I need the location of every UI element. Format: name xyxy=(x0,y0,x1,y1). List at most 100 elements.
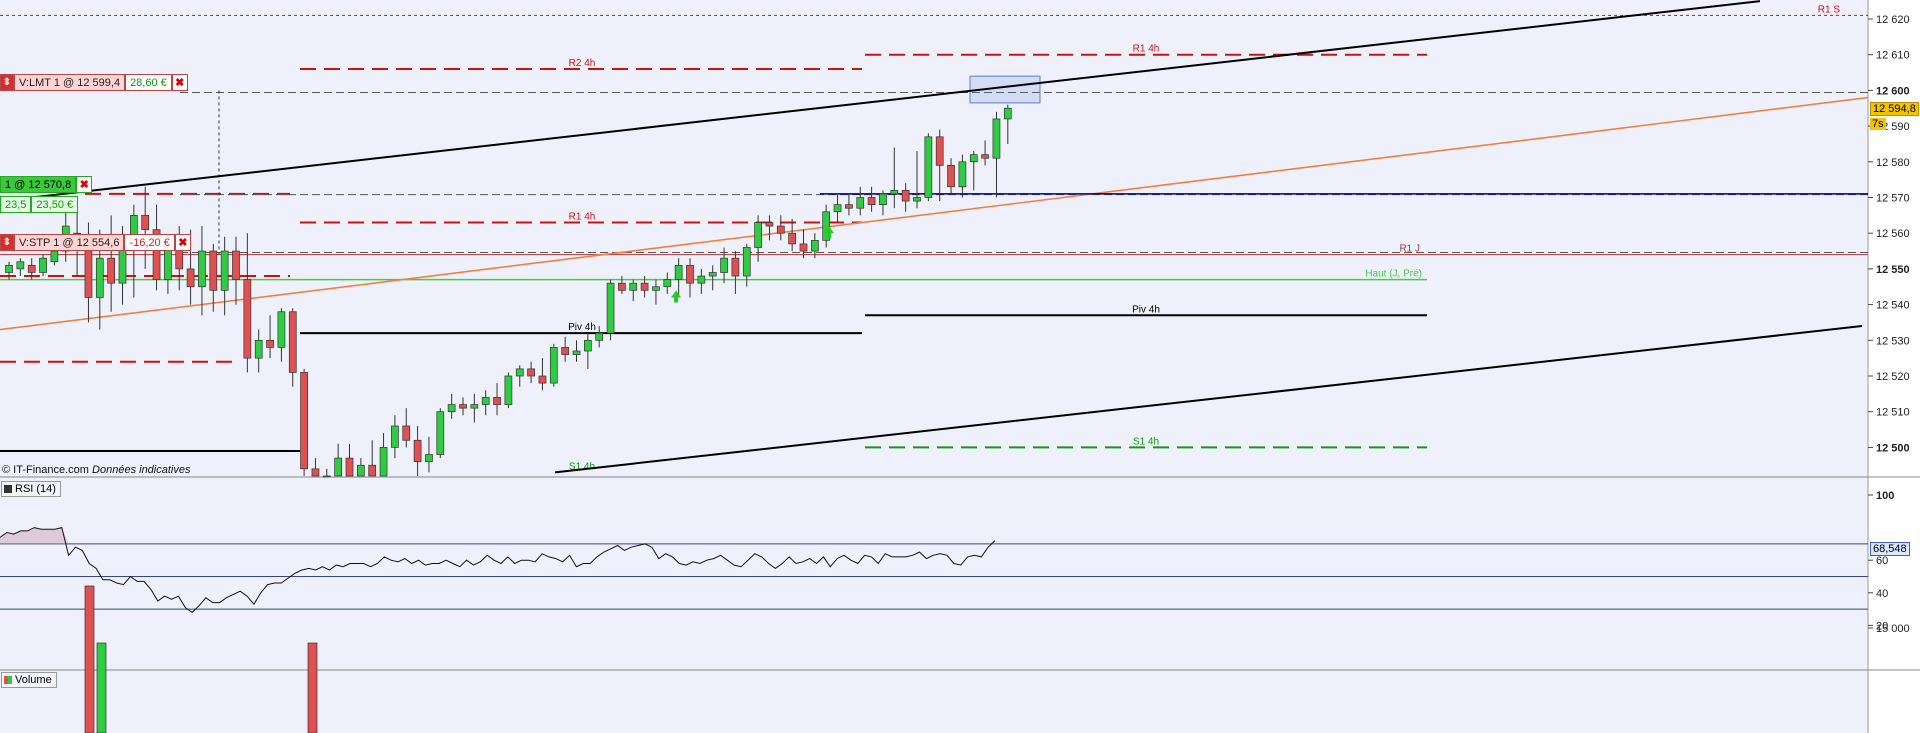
level-label: S1 4h xyxy=(1133,436,1159,447)
level-label: R1 S xyxy=(1818,4,1841,15)
candle-body xyxy=(527,368,535,377)
candle-body xyxy=(84,243,93,298)
price-tick-label: 12 540 xyxy=(1876,300,1910,312)
candle-body xyxy=(879,193,887,205)
lower-trend-line xyxy=(554,325,1863,474)
candle-body xyxy=(788,232,797,245)
position-order[interactable]: 1 @ 12 570,8 ✖ xyxy=(0,176,93,193)
price-tick-label: 12 550 xyxy=(1876,264,1910,276)
candle-body xyxy=(992,118,1001,159)
candle-body xyxy=(583,339,592,352)
candle-body xyxy=(379,447,388,477)
candle-body xyxy=(958,161,967,188)
close-position-icon[interactable]: ✖ xyxy=(76,176,93,193)
position-pnl-points: 23,5 xyxy=(0,196,32,213)
candle-body xyxy=(27,264,36,273)
candle-body xyxy=(50,250,59,263)
volume-panel-background xyxy=(0,670,1868,733)
candle-body xyxy=(810,239,819,252)
price-tick-label: 12 570 xyxy=(1876,193,1910,205)
sell-stop-order[interactable]: ⇕ V:STP 1 @ 12 554,6 -16,20 € ✖ xyxy=(0,234,191,251)
candle-body xyxy=(947,165,955,188)
candle-body xyxy=(334,457,342,477)
copyright-notice: © IT-Finance.com Données indicatives xyxy=(2,464,190,476)
cancel-order-icon[interactable]: ✖ xyxy=(171,74,188,91)
candle-body xyxy=(209,250,218,291)
candle-body xyxy=(232,250,240,280)
volume-panel-label[interactable]: Volume xyxy=(1,672,57,688)
candle-body xyxy=(266,339,274,348)
selection-zone xyxy=(969,75,1041,104)
candle-body xyxy=(754,222,762,248)
candle-body xyxy=(164,247,172,280)
candle-body xyxy=(152,229,161,280)
rsi-tick-label: 20 xyxy=(1876,620,1888,632)
candle-body xyxy=(322,475,331,478)
candle-body xyxy=(935,136,944,166)
candle-body xyxy=(799,243,808,252)
candle-body xyxy=(731,257,740,277)
candle-body xyxy=(867,197,876,205)
price-tick-label: 12 600 xyxy=(1876,85,1910,97)
price-tick-label: 12 500 xyxy=(1876,442,1910,454)
level-label: R1 4h xyxy=(569,211,596,222)
sell-stop-order-pnl: -16,20 € xyxy=(124,234,175,251)
cancel-order-icon[interactable]: ✖ xyxy=(174,234,191,251)
candle-body xyxy=(969,154,978,163)
candle-body xyxy=(981,154,989,159)
level-label: S1 4h xyxy=(569,461,595,472)
rsi-tick-label: 60 xyxy=(1876,555,1888,567)
candle-body xyxy=(595,332,604,341)
drag-handle-icon[interactable]: ⇕ xyxy=(0,74,14,91)
price-tick-label: 12 620 xyxy=(1876,14,1910,26)
candle-body xyxy=(447,404,456,413)
level-label: R2 4h xyxy=(569,58,596,69)
candle-body xyxy=(402,425,411,441)
volume-tick-label: 15 000 xyxy=(1876,623,1910,635)
volume-bar xyxy=(307,642,318,733)
level-label: R1 J xyxy=(1399,244,1420,255)
candle-body xyxy=(493,397,501,405)
candle-body xyxy=(95,257,104,298)
candle-body xyxy=(470,404,479,409)
price-tick-label: 12 520 xyxy=(1876,371,1910,383)
level-label: R1 4h xyxy=(1133,44,1160,55)
candle-body xyxy=(890,190,899,195)
candle-body xyxy=(822,211,831,241)
buy-signal-arrow-icon xyxy=(824,226,834,239)
drag-handle-icon[interactable]: ⇕ xyxy=(0,234,14,251)
candle-body xyxy=(901,190,910,202)
candle-body xyxy=(141,215,150,230)
buy-signal-arrow-icon xyxy=(671,290,681,303)
price-tick-label: 12 610 xyxy=(1876,50,1910,62)
candle-body xyxy=(833,204,842,213)
price-tick-label: 12 530 xyxy=(1876,335,1910,347)
disclaimer-text: Données indicatives xyxy=(92,464,191,476)
candle-body xyxy=(663,279,672,288)
rsi-last-value-badge: 68,548 xyxy=(1870,542,1910,556)
candle-countdown-badge: 7s xyxy=(1870,118,1886,130)
position-pnl-euros: 23,50 € xyxy=(31,196,79,213)
rsi-panel-label[interactable]: RSI (14) xyxy=(1,481,61,497)
position-order-label: 1 @ 12 570,8 xyxy=(0,176,77,193)
candle-body xyxy=(606,282,615,334)
candle-body xyxy=(288,311,297,373)
candle-body xyxy=(413,439,422,463)
candle-body xyxy=(845,204,853,209)
candle-body xyxy=(504,375,513,405)
candle-body xyxy=(391,425,399,448)
copyright-text: © IT-Finance.com xyxy=(2,464,89,476)
candle-body xyxy=(629,282,638,291)
volume-color-swatch xyxy=(4,676,12,684)
candle-body xyxy=(674,264,683,280)
candle-body xyxy=(5,264,13,273)
candle-body xyxy=(776,225,785,234)
candle-body xyxy=(538,375,547,384)
volume-title: Volume xyxy=(15,674,52,686)
sell-limit-order-label: V:LMT 1 @ 12 599,4 xyxy=(14,74,126,91)
candle-body xyxy=(481,397,490,405)
candle-body xyxy=(198,250,206,288)
candle-body xyxy=(118,247,127,284)
sell-limit-order[interactable]: ⇕ V:LMT 1 @ 12 599,4 28,60 € ✖ xyxy=(0,74,188,91)
